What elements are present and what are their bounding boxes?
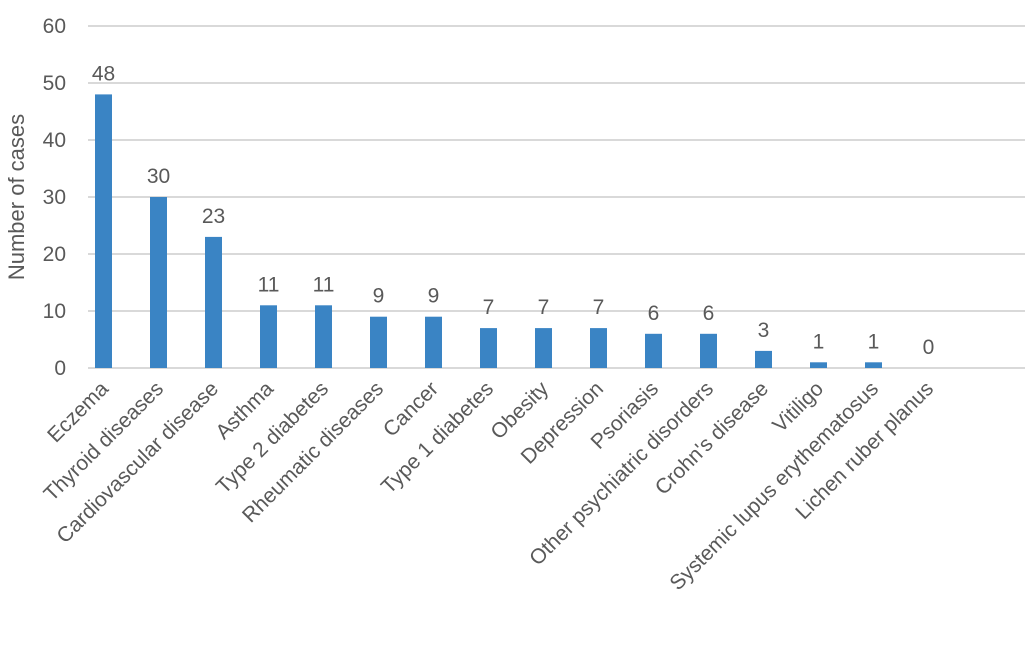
data-label: 9 [373,285,385,308]
data-label: 6 [648,302,660,325]
bar [810,362,827,368]
data-label: 9 [428,285,440,308]
bar [315,305,332,368]
bar [865,362,882,368]
y-tick-label: 40 [43,129,66,152]
bar [590,328,607,368]
bar [370,316,387,368]
bars [95,94,882,369]
bar [535,328,552,368]
data-label: 11 [313,273,335,296]
data-label: 48 [92,62,115,85]
y-tick-label: 50 [43,72,66,95]
y-tick-label: 10 [43,300,66,323]
data-label: 1 [868,330,880,353]
y-axis-ticks: 0 10 20 30 40 50 60 [43,15,66,380]
bar [95,94,112,369]
data-label: 7 [483,296,495,319]
data-label: 23 [202,205,225,228]
y-tick-label: 30 [43,186,66,209]
data-label: 0 [923,336,935,359]
data-label: 11 [258,273,280,296]
bar [205,236,222,368]
y-tick-label: 60 [43,15,66,38]
bar [150,197,167,368]
bar [425,316,442,368]
data-label: 30 [147,165,170,188]
y-tick-label: 20 [43,243,66,266]
data-label: 7 [538,296,550,319]
bar [700,333,717,368]
data-label: 3 [758,319,770,342]
y-tick-label: 0 [54,357,66,380]
bar [645,333,662,368]
y-axis-title: Number of cases [4,114,29,280]
bar [480,328,497,368]
bar [755,350,772,368]
gridlines [88,25,1025,369]
data-label: 7 [593,296,605,319]
bar [260,305,277,368]
data-label: 6 [703,302,715,325]
data-label: 1 [813,330,825,353]
